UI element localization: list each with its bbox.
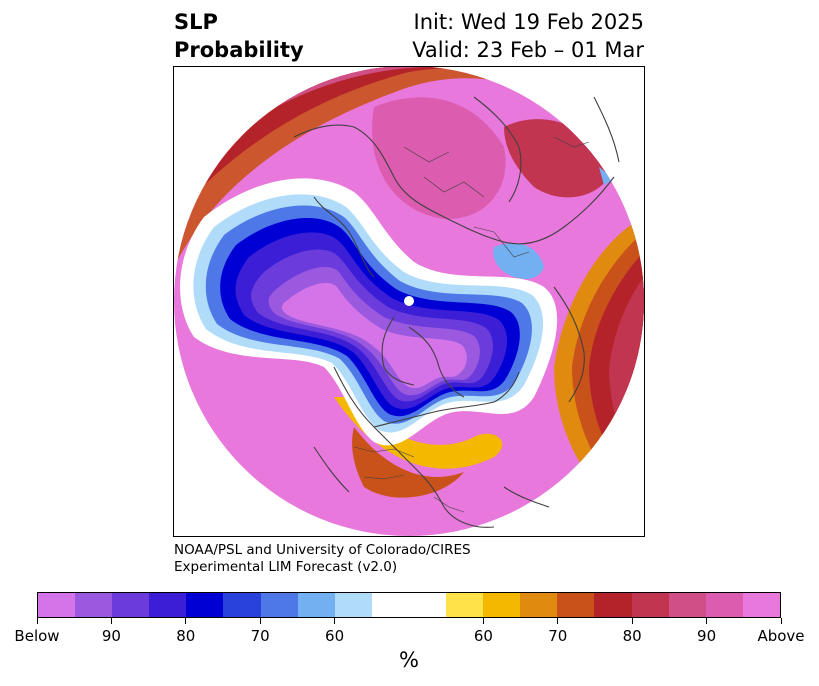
colorbar-tick-mark [36, 618, 38, 624]
map-title-right: Init: Wed 19 Feb 2025 Valid: 23 Feb – 01… [412, 8, 644, 64]
colorbar-tick-label: 80 [622, 627, 642, 645]
colorbar-below-5 [223, 593, 261, 617]
colorbar-tick-mark [557, 618, 559, 624]
colorbar-below-4 [186, 593, 224, 617]
colorbar-tick-mark [185, 618, 187, 624]
colorbar-tick-label: 60 [325, 627, 345, 645]
colorbar-tick-mark [706, 618, 708, 624]
credit-text: NOAA/PSL and University of Colorado/CIRE… [174, 542, 471, 576]
north-pole-marker [404, 296, 414, 306]
colorbar-tick-mark [259, 618, 261, 624]
colorbar-tick-mark [110, 618, 112, 624]
title-type: Probability [174, 38, 304, 62]
colorbar-tick-label: 90 [101, 627, 121, 645]
colorbar-tick-mark [631, 618, 633, 624]
colorbar-neutral [371, 593, 447, 617]
colorbar-below-3 [149, 593, 187, 617]
title-variable: SLP [174, 10, 218, 34]
colorbar-tick-label: Above [757, 627, 805, 645]
political-borders [353, 136, 590, 513]
colorbar-tick-label: 70 [548, 627, 568, 645]
colorbar-above-5 [631, 593, 669, 617]
credit-line-2: Experimental LIM Forecast (v2.0) [174, 559, 398, 575]
colorbar-above-8 [742, 593, 780, 617]
probability-field [174, 67, 644, 536]
colorbar-below-1 [75, 593, 113, 617]
forecast-map [173, 66, 645, 537]
colorbar-tick-label: 70 [250, 627, 270, 645]
colorbar-tick-label: 90 [697, 627, 717, 645]
coastlines [293, 96, 620, 528]
colorbar-tick-mark [780, 618, 782, 624]
colorbar-below-7 [297, 593, 335, 617]
credit-line-1: NOAA/PSL and University of Colorado/CIRE… [174, 542, 471, 558]
colorbar-tick-label: Below [14, 627, 60, 645]
colorbar-above-1 [483, 593, 521, 617]
colorbar-below-2 [112, 593, 150, 617]
colorbar-tick-label: 60 [473, 627, 493, 645]
colorbar-above-2 [520, 593, 558, 617]
map-title-left: SLP Probability [174, 8, 304, 64]
colorbar-above-6 [668, 593, 706, 617]
colorbar-above-0 [446, 593, 484, 617]
colorbar-above-3 [557, 593, 595, 617]
title-init-date: Init: Wed 19 Feb 2025 [413, 10, 644, 34]
probability-map-svg [174, 67, 644, 536]
colorbar-below-8 [334, 593, 372, 617]
colorbar-above-7 [705, 593, 743, 617]
title-valid-range: Valid: 23 Feb – 01 Mar [412, 38, 644, 62]
colorbar-below-0 [38, 593, 76, 617]
colorbar-below-6 [260, 593, 298, 617]
colorbar-tick-mark [482, 618, 484, 624]
colorbar-above-4 [594, 593, 632, 617]
colorbar-tick-mark [334, 618, 336, 624]
probability-colorbar [37, 592, 781, 618]
colorbar-unit: % [399, 648, 419, 672]
colorbar-tick-label: 80 [176, 627, 196, 645]
